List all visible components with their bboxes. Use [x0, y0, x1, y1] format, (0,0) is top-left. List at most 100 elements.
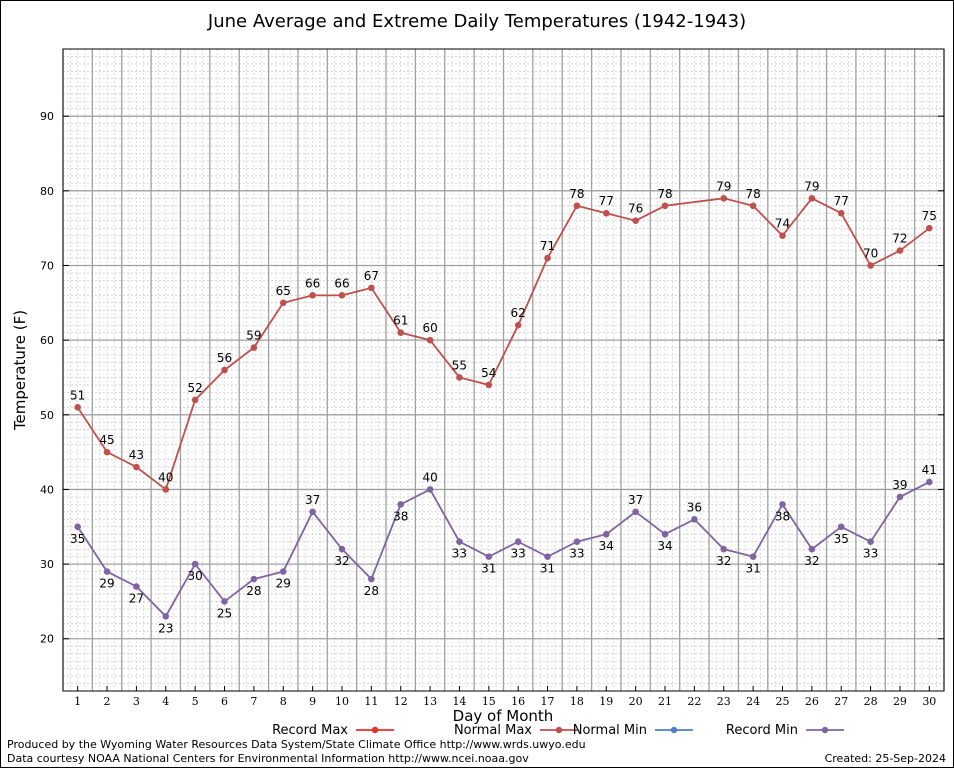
- x-tick-label: 29: [893, 695, 907, 708]
- data-point: [485, 381, 493, 389]
- data-label: 78: [657, 187, 672, 201]
- y-tick-label: 60: [40, 334, 54, 347]
- data-point: [720, 195, 728, 202]
- legend-marker: [821, 726, 829, 734]
- y-axis-label: Temperature (F): [11, 310, 29, 431]
- data-label: 34: [599, 539, 614, 553]
- data-point: [749, 553, 757, 560]
- legend-item: Normal Max: [454, 723, 578, 738]
- legend-label: Normal Max: [454, 723, 532, 738]
- x-tick-label: 7: [250, 695, 257, 708]
- data-label: 77: [599, 194, 614, 208]
- data-label: 79: [716, 179, 731, 193]
- data-label: 30: [188, 569, 203, 583]
- data-label: 37: [305, 493, 320, 507]
- data-point: [808, 545, 816, 553]
- data-point: [309, 508, 316, 516]
- data-point: [573, 202, 581, 210]
- data-point: [720, 545, 728, 553]
- data-point: [602, 530, 610, 538]
- x-tick-label: 24: [746, 695, 760, 708]
- data-label: 70: [863, 246, 878, 260]
- data-label: 39: [892, 478, 907, 492]
- data-point: [338, 545, 346, 553]
- data-point: [309, 292, 316, 299]
- data-label: 65: [276, 284, 291, 298]
- data-point: [749, 202, 757, 210]
- y-tick-label: 80: [40, 185, 54, 198]
- data-label: 54: [481, 366, 496, 380]
- data-point: [221, 366, 228, 374]
- data-point: [74, 523, 81, 531]
- data-point: [544, 553, 551, 560]
- data-point: [661, 202, 669, 210]
- data-label: 23: [158, 621, 173, 635]
- legend-item: Normal Min: [573, 723, 693, 738]
- x-tick-label: 16: [511, 695, 525, 708]
- series-line: [76, 481, 930, 618]
- x-tick-label: 22: [687, 695, 701, 708]
- y-tick-label: 30: [40, 558, 54, 571]
- x-tick-label: 30: [922, 695, 936, 708]
- legend-marker: [555, 726, 563, 734]
- data-point: [602, 209, 610, 217]
- data-label: 33: [511, 547, 526, 561]
- x-tick-label: 19: [599, 695, 613, 708]
- series-record-min: 35 29 27 23 30 25 28 29 37 32 28 38 40 33 31 33 31 33 34 37…: [70, 463, 937, 635]
- x-tick-label: 9: [309, 695, 316, 708]
- x-tick-label: 5: [192, 695, 199, 708]
- data-label: 60: [422, 321, 437, 335]
- x-tick-label: 12: [394, 695, 408, 708]
- data-point: [808, 195, 816, 202]
- x-tick-label: 2: [104, 695, 111, 708]
- legend-item: Record Min: [726, 723, 844, 738]
- data-label: 33: [569, 547, 584, 561]
- data-point: [397, 501, 405, 508]
- x-tick-label: 3: [133, 695, 140, 708]
- x-tick-label: 25: [775, 695, 789, 708]
- data-label: 37: [628, 493, 643, 507]
- data-point: [514, 538, 522, 545]
- data-label: 33: [863, 547, 878, 561]
- data-label: 78: [745, 187, 760, 201]
- data-label: 36: [687, 500, 702, 514]
- data-point: [279, 299, 287, 307]
- x-tick-label: 15: [482, 695, 496, 708]
- data-point: [779, 501, 786, 508]
- data-label: 67: [364, 269, 379, 283]
- x-tick-label: 21: [658, 695, 672, 708]
- data-point: [867, 538, 874, 545]
- y-tick-label: 50: [40, 409, 54, 422]
- data-label: 61: [393, 314, 408, 328]
- legend-label: Normal Min: [573, 723, 647, 738]
- x-tick-label: 1: [74, 695, 81, 708]
- data-label: 29: [99, 577, 114, 591]
- y-tick-label: 40: [40, 483, 54, 496]
- legend-item: Record Max: [272, 723, 394, 738]
- data-point: [368, 575, 375, 583]
- data-point: [896, 247, 904, 254]
- data-point: [191, 396, 199, 404]
- x-tick-label: 18: [570, 695, 584, 708]
- data-point: [338, 292, 346, 299]
- data-label: 27: [129, 591, 144, 605]
- data-point: [514, 321, 522, 329]
- data-label: 40: [158, 470, 173, 484]
- data-point: [221, 598, 228, 605]
- data-label: 31: [540, 562, 555, 576]
- data-label: 71: [540, 239, 555, 253]
- data-point: [456, 374, 463, 381]
- data-label: 66: [334, 276, 349, 290]
- data-label: 76: [628, 202, 643, 216]
- x-tick-label: 8: [280, 695, 287, 708]
- data-label: 34: [657, 539, 672, 553]
- data-label: 33: [452, 547, 467, 561]
- data-point: [368, 284, 375, 292]
- x-tick-label: 27: [834, 695, 848, 708]
- x-tick-label: 26: [805, 695, 819, 708]
- data-label: 45: [99, 433, 114, 447]
- plot-border: [62, 48, 945, 692]
- data-label: 52: [188, 381, 203, 395]
- data-label: 40: [422, 470, 437, 484]
- data-label: 74: [775, 217, 790, 231]
